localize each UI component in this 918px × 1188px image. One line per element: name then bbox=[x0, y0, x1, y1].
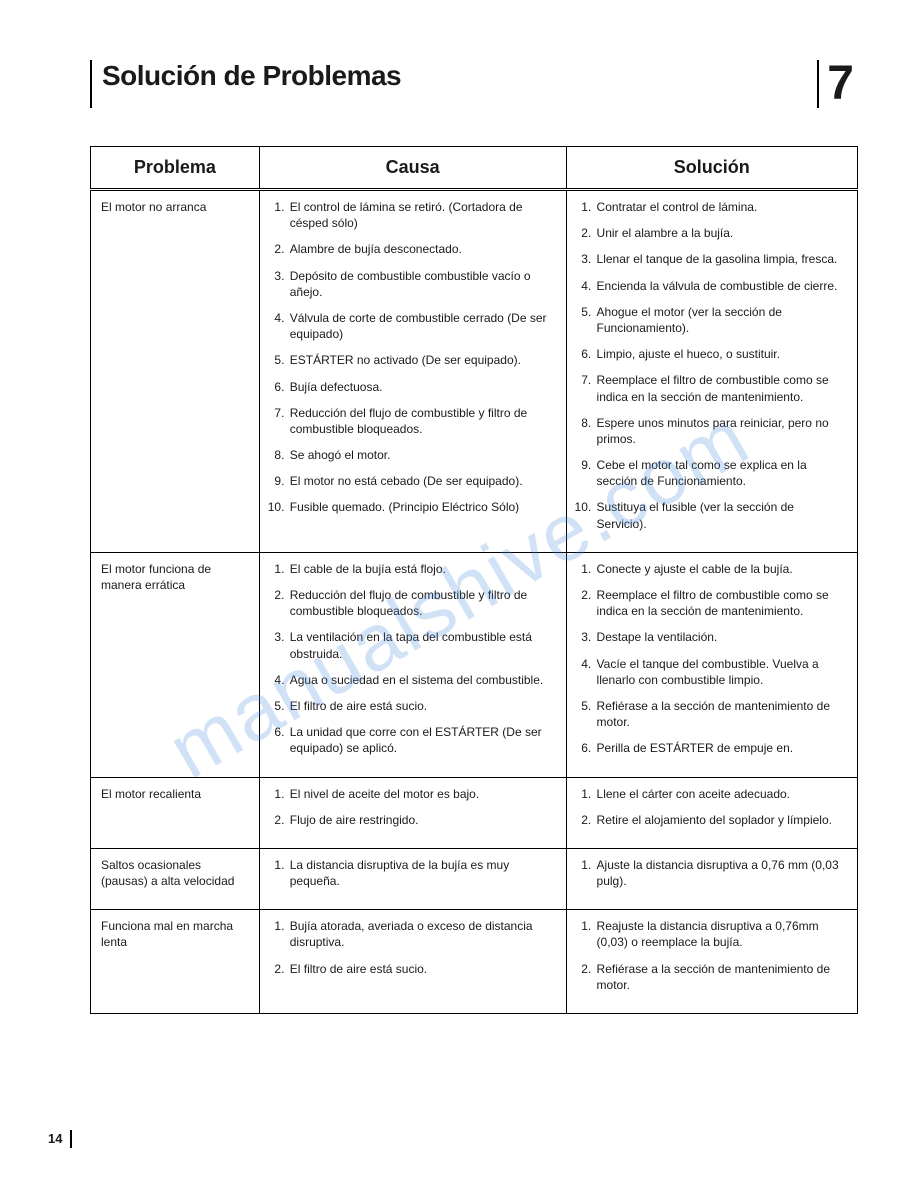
cause-item: Reducción del flujo de combustible y fil… bbox=[288, 405, 556, 437]
solution-item: Contratar el control de lámina. bbox=[595, 199, 847, 215]
cause-item: Se ahogó el motor. bbox=[288, 447, 556, 463]
cause-cell: La distancia disruptiva de la bujía es m… bbox=[259, 848, 566, 909]
chapter-number: 7 bbox=[827, 60, 854, 108]
solution-item: Ahogue el motor (ver la sección de Funci… bbox=[595, 304, 847, 336]
cause-list: El control de lámina se retiró. (Cortado… bbox=[270, 199, 556, 516]
chapter-number-wrap: 7 bbox=[817, 60, 858, 108]
solution-item: Encienda la válvula de combustible de ci… bbox=[595, 278, 847, 294]
cause-item: La ventilación en la tapa del combustibl… bbox=[288, 629, 556, 661]
cause-cell: El nivel de aceite del motor es bajo. Flu… bbox=[259, 777, 566, 848]
cause-item: Válvula de corte de combustible cerrado … bbox=[288, 310, 556, 342]
solution-item: Llenar el tanque de la gasolina limpia, … bbox=[595, 251, 847, 267]
problem-cell: Saltos ocasionales (pausas) a alta veloc… bbox=[91, 848, 260, 909]
table-row: Funciona mal en marcha lenta Bujía atorad… bbox=[91, 910, 858, 1014]
cause-item: El nivel de aceite del motor es bajo. bbox=[288, 786, 556, 802]
title-wrap: Solución de Problemas bbox=[90, 60, 817, 108]
problem-cell: El motor funciona de manera errática bbox=[91, 552, 260, 777]
cause-item: ESTÁRTER no activado (De ser equipado). bbox=[288, 352, 556, 368]
solution-item: Reajuste la distancia disruptiva a 0,76m… bbox=[595, 918, 847, 950]
solution-item: Espere unos minutos para reiniciar, pero… bbox=[595, 415, 847, 447]
page-header: Solución de Problemas 7 bbox=[90, 60, 858, 108]
solution-item: Limpio, ajuste el hueco, o sustituir. bbox=[595, 346, 847, 362]
cause-list: El nivel de aceite del motor es bajo. Flu… bbox=[270, 786, 556, 828]
problem-cell: El motor no arranca bbox=[91, 190, 260, 553]
solution-item: Ajuste la distancia disruptiva a 0,76 mm… bbox=[595, 857, 847, 889]
cause-item: Bujía atorada, averiada o exceso de dist… bbox=[288, 918, 556, 950]
solution-item: Refiérase a la sección de mantenimiento … bbox=[595, 961, 847, 993]
col-header-solution: Solución bbox=[566, 147, 857, 190]
cause-list: La distancia disruptiva de la bujía es m… bbox=[270, 857, 556, 889]
troubleshooting-table: Problema Causa Solución El motor no arra… bbox=[90, 146, 858, 1014]
cause-cell: El control de lámina se retiró. (Cortado… bbox=[259, 190, 566, 553]
cause-cell: Bujía atorada, averiada o exceso de dist… bbox=[259, 910, 566, 1014]
table-row: El motor funciona de manera erráticaEl c… bbox=[91, 552, 858, 777]
solution-item: Destape la ventilación. bbox=[595, 629, 847, 645]
cause-list: Bujía atorada, averiada o exceso de dist… bbox=[270, 918, 556, 977]
solution-item: Refiérase a la sección de mantenimiento … bbox=[595, 698, 847, 730]
cause-item: El control de lámina se retiró. (Cortado… bbox=[288, 199, 556, 231]
problem-cell: El motor recalienta bbox=[91, 777, 260, 848]
cause-item: Alambre de bujía desconectado. bbox=[288, 241, 556, 257]
solution-item: Perilla de ESTÁRTER de empuje en. bbox=[595, 740, 847, 756]
cause-item: El cable de la bujía está flojo. bbox=[288, 561, 556, 577]
cause-item: Reducción del flujo de combustible y fil… bbox=[288, 587, 556, 619]
cause-item: La unidad que corre con el ESTÁRTER (De … bbox=[288, 724, 556, 756]
cause-item: El filtro de aire está sucio. bbox=[288, 698, 556, 714]
cause-list: El cable de la bujía está flojo. Reducció… bbox=[270, 561, 556, 757]
solution-cell: Ajuste la distancia disruptiva a 0,76 mm… bbox=[566, 848, 857, 909]
table-row: Saltos ocasionales (pausas) a alta veloc… bbox=[91, 848, 858, 909]
cause-item: La distancia disruptiva de la bujía es m… bbox=[288, 857, 556, 889]
cause-item: Fusible quemado. (Principio Eléctrico Só… bbox=[288, 499, 556, 515]
solution-item: Conecte y ajuste el cable de la bujía. bbox=[595, 561, 847, 577]
page-number: 14 bbox=[48, 1131, 62, 1146]
solution-list: Ajuste la distancia disruptiva a 0,76 mm… bbox=[577, 857, 847, 889]
solution-list: Conecte y ajuste el cable de la bujía. Re… bbox=[577, 561, 847, 757]
table-header-row: Problema Causa Solución bbox=[91, 147, 858, 190]
solution-item: Retire el alojamiento del soplador y lím… bbox=[595, 812, 847, 828]
solution-item: Reemplace el filtro de combustible como … bbox=[595, 372, 847, 404]
col-header-problem: Problema bbox=[91, 147, 260, 190]
solution-list: Contratar el control de lámina. Unir el a… bbox=[577, 199, 847, 532]
cause-item: Agua o suciedad en el sistema del combus… bbox=[288, 672, 556, 688]
solution-cell: Contratar el control de lámina. Unir el a… bbox=[566, 190, 857, 553]
solution-item: Llene el cárter con aceite adecuado. bbox=[595, 786, 847, 802]
solution-item: Cebe el motor tal como se explica en la … bbox=[595, 457, 847, 489]
cause-item: El motor no está cebado (De ser equipado… bbox=[288, 473, 556, 489]
solution-cell: Reajuste la distancia disruptiva a 0,76m… bbox=[566, 910, 857, 1014]
cause-item: Depósito de combustible combustible vací… bbox=[288, 268, 556, 300]
solution-cell: Llene el cárter con aceite adecuado. Reti… bbox=[566, 777, 857, 848]
solution-list: Reajuste la distancia disruptiva a 0,76m… bbox=[577, 918, 847, 993]
cause-item: Flujo de aire restringido. bbox=[288, 812, 556, 828]
solution-item: Vacíe el tanque del combustible. Vuelva … bbox=[595, 656, 847, 688]
table-body: El motor no arranca El control de lámina … bbox=[91, 190, 858, 1014]
solution-item: Sustituya el fusible (ver la sección de … bbox=[595, 499, 847, 531]
table-row: El motor no arranca El control de lámina … bbox=[91, 190, 858, 553]
cause-item: Bujía defectuosa. bbox=[288, 379, 556, 395]
col-header-cause: Causa bbox=[259, 147, 566, 190]
page-title: Solución de Problemas bbox=[102, 60, 817, 92]
solution-item: Unir el alambre a la bujía. bbox=[595, 225, 847, 241]
table-row: El motor recalientaEl nivel de aceite de… bbox=[91, 777, 858, 848]
cause-item: El filtro de aire está sucio. bbox=[288, 961, 556, 977]
problem-cell: Funciona mal en marcha lenta bbox=[91, 910, 260, 1014]
solution-list: Llene el cárter con aceite adecuado. Reti… bbox=[577, 786, 847, 828]
solution-cell: Conecte y ajuste el cable de la bujía. Re… bbox=[566, 552, 857, 777]
solution-item: Reemplace el filtro de combustible como … bbox=[595, 587, 847, 619]
page-number-wrap: 14 bbox=[48, 1130, 72, 1148]
cause-cell: El cable de la bujía está flojo. Reducció… bbox=[259, 552, 566, 777]
